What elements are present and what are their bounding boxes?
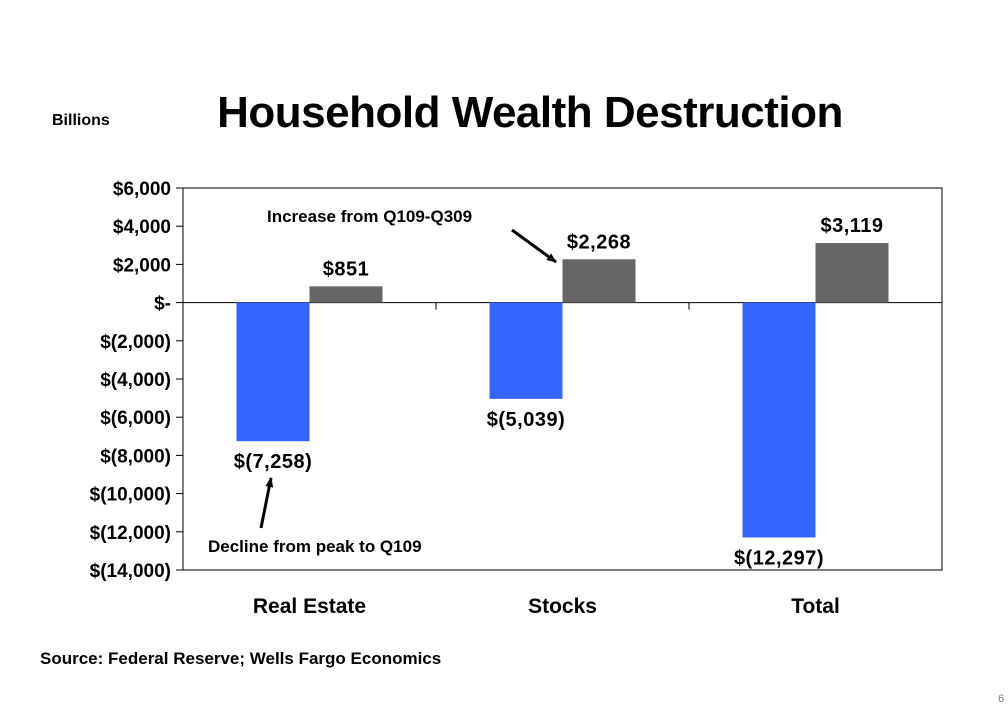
source-note: Source: Federal Reserve; Wells Fargo Eco… bbox=[40, 649, 442, 668]
data-label: $(5,039) bbox=[487, 409, 566, 431]
y-tick-label: $(2,000) bbox=[100, 332, 171, 353]
chart-title: Household Wealth Destruction bbox=[217, 88, 843, 137]
bar bbox=[489, 302, 563, 399]
category-label: Real Estate bbox=[253, 595, 366, 618]
bar bbox=[562, 259, 636, 303]
y-tick-label: $(10,000) bbox=[90, 485, 171, 506]
data-label: $(7,258) bbox=[234, 451, 313, 473]
category-label: Stocks bbox=[528, 595, 597, 618]
data-label: $2,268 bbox=[567, 231, 631, 253]
bar bbox=[742, 302, 816, 538]
page-number: 6 bbox=[998, 693, 1005, 705]
y-tick-label: $- bbox=[154, 294, 171, 315]
data-label: $851 bbox=[323, 258, 370, 280]
category-label: Total bbox=[791, 595, 840, 618]
annotation-text: Decline from peak to Q109 bbox=[208, 537, 422, 556]
y-tick-label: $(6,000) bbox=[100, 408, 171, 429]
y-tick-label: $4,000 bbox=[113, 217, 171, 238]
annotation-arrow bbox=[259, 477, 274, 529]
annotation-arrow bbox=[511, 228, 557, 264]
annotation-text: Increase from Q109-Q309 bbox=[267, 207, 472, 226]
y-tick-label: $(12,000) bbox=[90, 523, 171, 544]
bar bbox=[236, 302, 310, 442]
y-tick-label: $2,000 bbox=[113, 255, 171, 276]
bar bbox=[309, 286, 383, 303]
y-tick-label: $6,000 bbox=[113, 179, 171, 200]
y-tick-label: $(8,000) bbox=[100, 446, 171, 467]
y-tick-label: $(14,000) bbox=[90, 561, 171, 582]
bar bbox=[815, 243, 889, 303]
data-label: $(12,297) bbox=[734, 547, 824, 569]
data-label: $3,119 bbox=[820, 215, 883, 237]
units-label: Billions bbox=[52, 112, 110, 129]
y-tick-label: $(4,000) bbox=[100, 370, 171, 391]
